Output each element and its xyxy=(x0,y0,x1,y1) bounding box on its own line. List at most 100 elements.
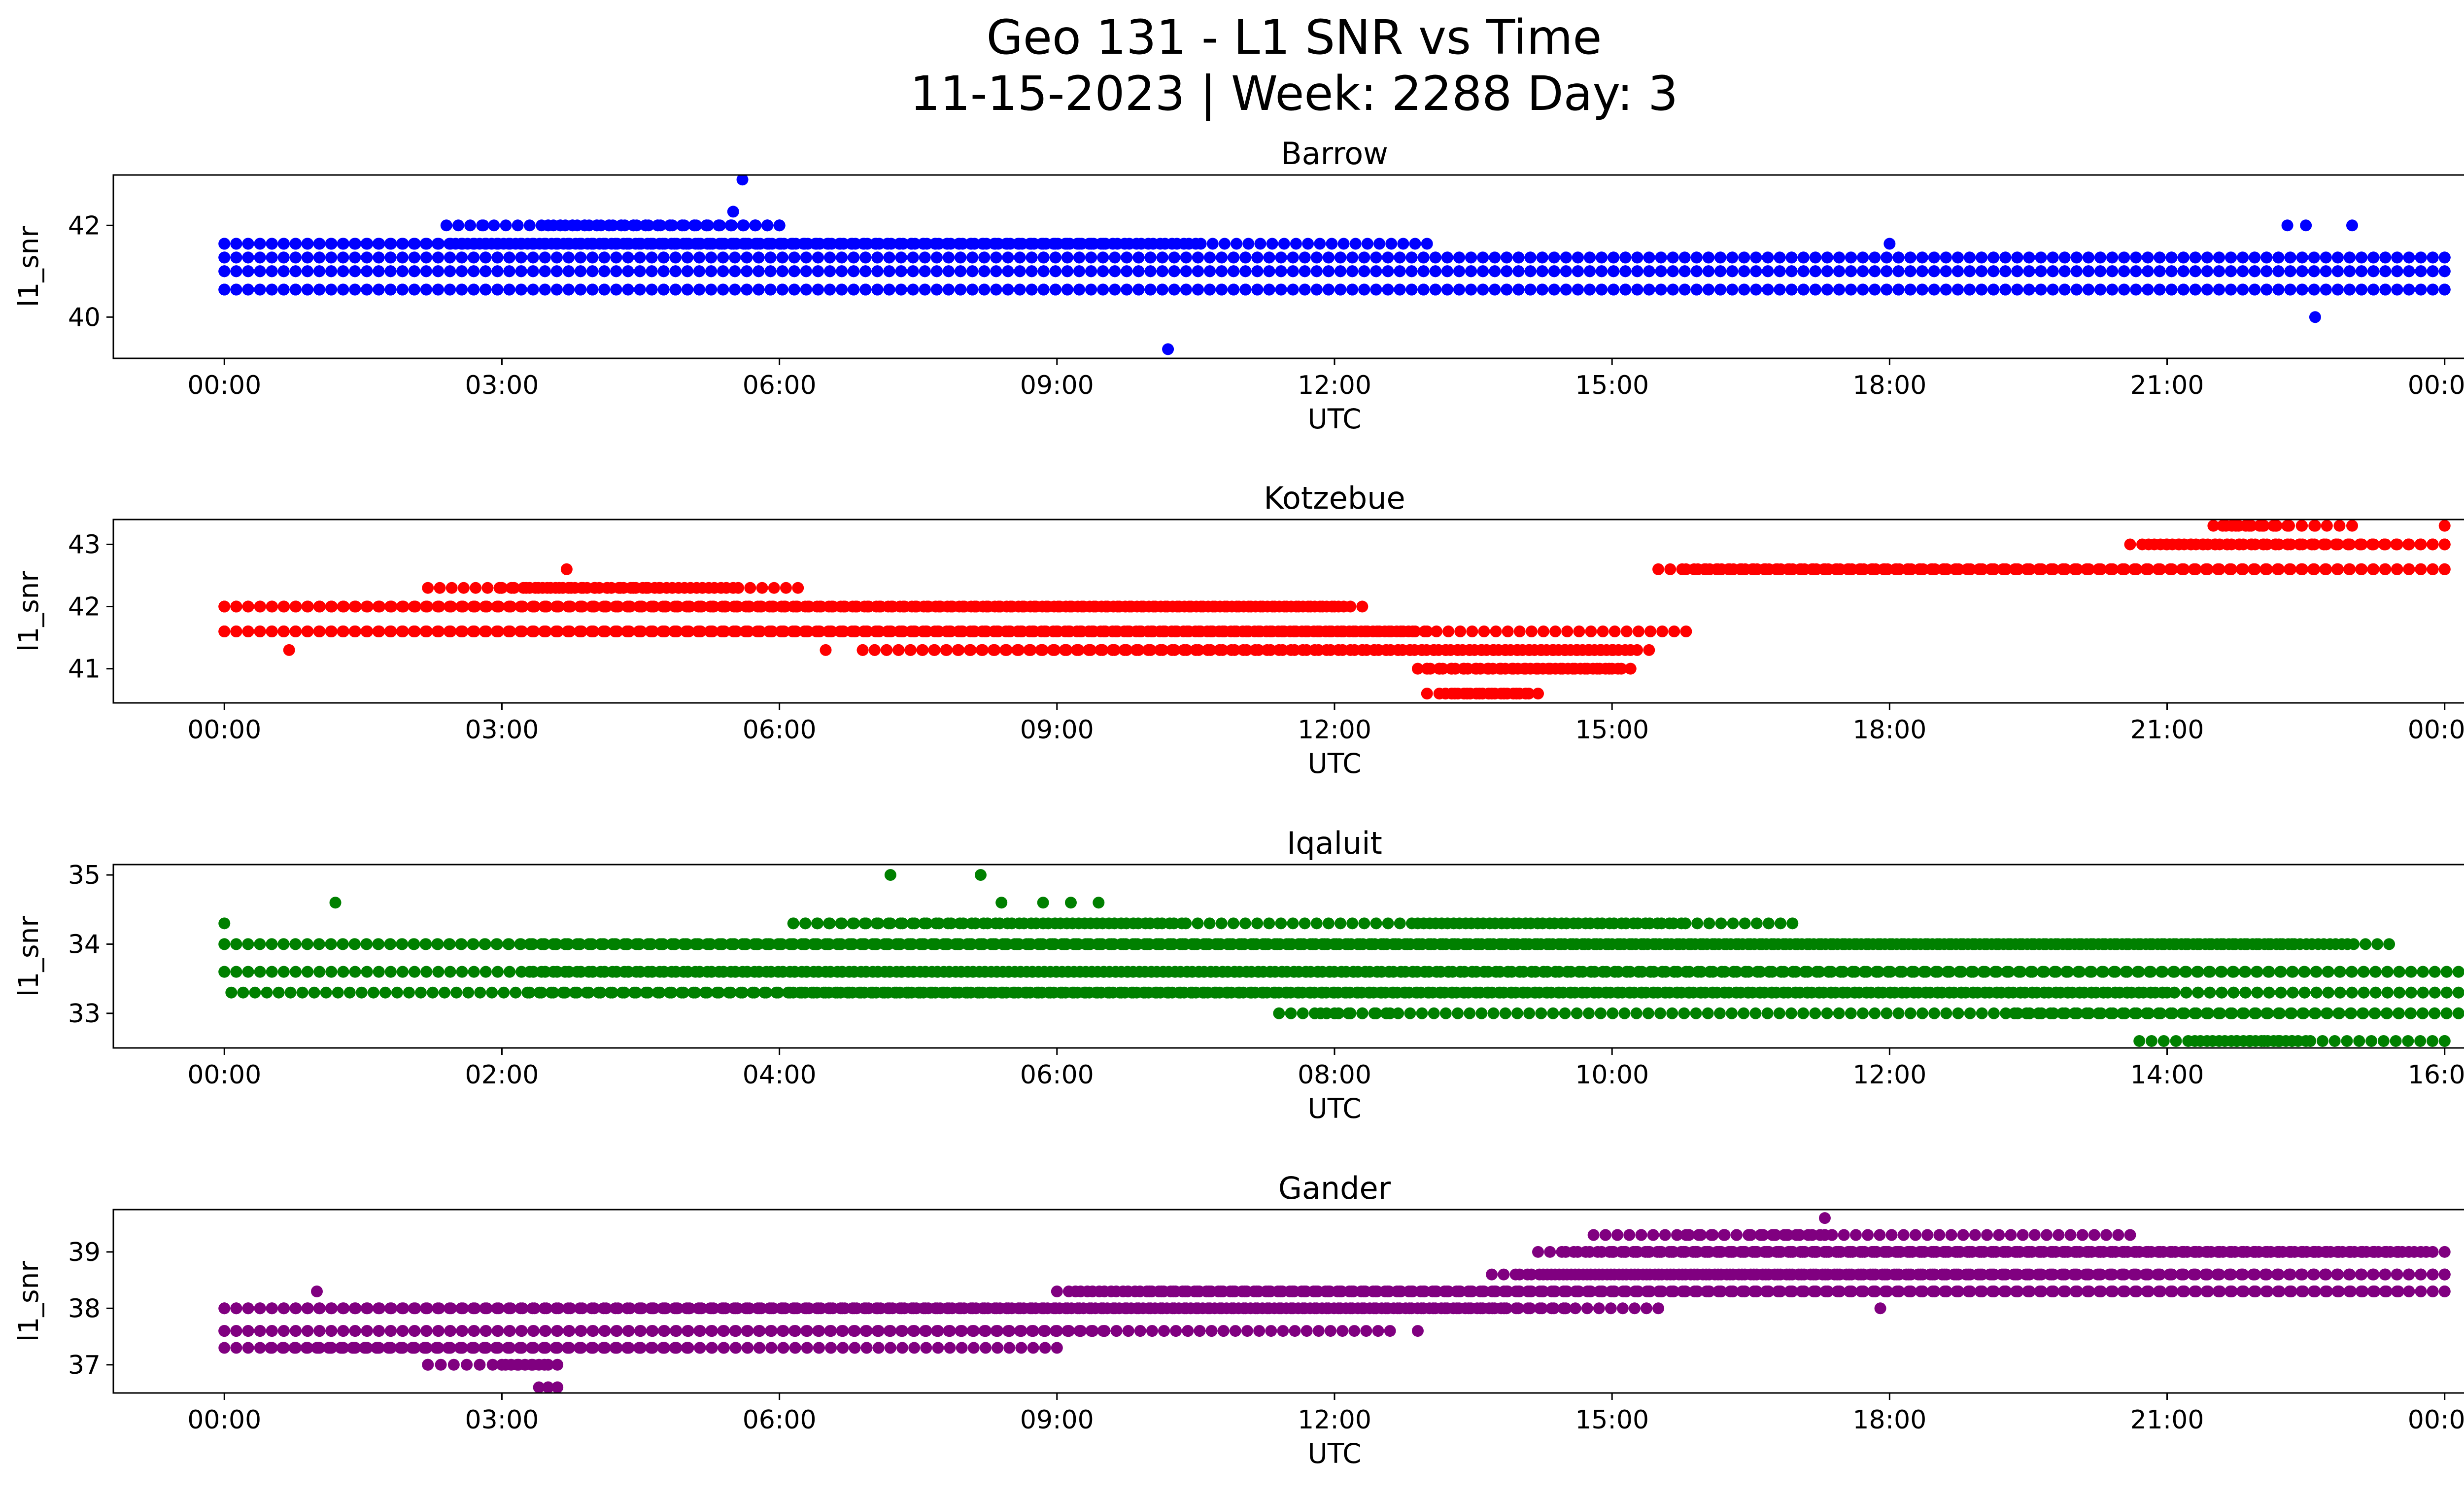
data-point xyxy=(836,283,848,296)
data-point xyxy=(1344,986,1356,999)
data-point xyxy=(242,625,254,637)
data-point xyxy=(612,600,624,613)
data-point xyxy=(704,625,716,637)
x-tick-label: 06:00 xyxy=(743,715,817,745)
data-point xyxy=(1245,600,1257,613)
data-point xyxy=(2203,938,2215,950)
data-point xyxy=(338,600,350,613)
data-point xyxy=(491,938,503,950)
data-point xyxy=(479,966,492,978)
data-point xyxy=(1059,625,1071,637)
data-point xyxy=(523,582,536,594)
data-point xyxy=(2274,938,2286,950)
data-point xyxy=(349,966,361,978)
data-point xyxy=(1499,644,1511,656)
data-point xyxy=(2165,283,2178,296)
data-point xyxy=(1090,600,1102,613)
data-point xyxy=(1619,251,1632,264)
data-point xyxy=(1142,644,1154,656)
data-point xyxy=(2367,265,2380,278)
data-point xyxy=(2185,538,2197,551)
data-point xyxy=(767,600,780,613)
data-point xyxy=(1344,644,1357,656)
data-point xyxy=(1351,938,1364,950)
data-point xyxy=(1690,251,1703,264)
x-tick-label: 03:00 xyxy=(465,371,539,400)
data-point xyxy=(1452,1007,1464,1019)
data-point xyxy=(717,283,729,296)
data-point xyxy=(2251,966,2263,978)
data-point xyxy=(1166,238,1178,250)
data-point xyxy=(775,625,787,637)
data-point xyxy=(514,938,527,950)
data-point xyxy=(2177,283,2190,296)
data-point xyxy=(325,238,337,250)
data-point xyxy=(812,283,824,296)
data-point xyxy=(1766,966,1779,978)
data-point xyxy=(610,283,622,296)
data-point xyxy=(360,625,373,637)
data-point xyxy=(1178,644,1190,656)
data-point xyxy=(946,600,958,613)
data-point xyxy=(457,582,470,594)
data-point xyxy=(606,966,618,978)
data-point xyxy=(621,625,633,637)
data-point xyxy=(1560,283,1572,296)
data-point xyxy=(2068,563,2081,575)
data-point xyxy=(582,986,595,999)
data-point xyxy=(741,251,753,264)
data-point xyxy=(1002,265,1014,278)
data-point xyxy=(1726,265,1739,278)
data-point xyxy=(2414,538,2427,551)
data-point xyxy=(367,986,379,999)
data-point xyxy=(266,238,278,250)
data-point xyxy=(848,251,860,264)
data-point xyxy=(477,219,489,232)
data-point xyxy=(1024,625,1036,637)
data-point xyxy=(1162,938,1174,950)
data-point xyxy=(1335,265,1347,278)
data-point xyxy=(408,251,420,264)
data-point xyxy=(1936,986,1948,999)
data-point xyxy=(2259,563,2272,575)
data-point xyxy=(985,938,997,950)
data-point xyxy=(2192,986,2204,999)
x-tick-label: 09:00 xyxy=(1020,715,1094,745)
data-point xyxy=(964,625,977,637)
data-point xyxy=(2414,1035,2427,1047)
data-point xyxy=(919,265,931,278)
data-point xyxy=(2254,520,2266,532)
data-point xyxy=(1314,1007,1327,1019)
data-point xyxy=(562,251,575,264)
data-point xyxy=(1916,283,1928,296)
data-point xyxy=(313,238,325,250)
data-point xyxy=(2286,1035,2298,1047)
data-point xyxy=(218,625,231,637)
data-point xyxy=(2108,938,2121,950)
data-point xyxy=(978,265,991,278)
data-point xyxy=(784,966,796,978)
data-point xyxy=(870,986,883,999)
data-point xyxy=(1702,1007,1714,1019)
data-point xyxy=(2062,966,2074,978)
data-point xyxy=(942,283,955,296)
data-point xyxy=(645,625,657,637)
data-point xyxy=(2070,251,2083,264)
data-point xyxy=(1180,283,1192,296)
data-point xyxy=(1814,966,1826,978)
data-point xyxy=(2157,1035,2170,1047)
data-point xyxy=(2417,966,2429,978)
data-point xyxy=(2263,986,2275,999)
data-point xyxy=(2073,938,2085,950)
data-point xyxy=(1623,938,1636,950)
data-point xyxy=(1373,238,1386,250)
data-point xyxy=(1928,251,1940,264)
data-point xyxy=(2143,538,2155,551)
data-point xyxy=(615,219,627,232)
data-point xyxy=(325,938,337,950)
data-point xyxy=(648,600,660,613)
data-point xyxy=(1951,251,1964,264)
data-point xyxy=(1342,1007,1355,1019)
data-point xyxy=(2343,283,2356,296)
data-point xyxy=(2272,251,2285,264)
